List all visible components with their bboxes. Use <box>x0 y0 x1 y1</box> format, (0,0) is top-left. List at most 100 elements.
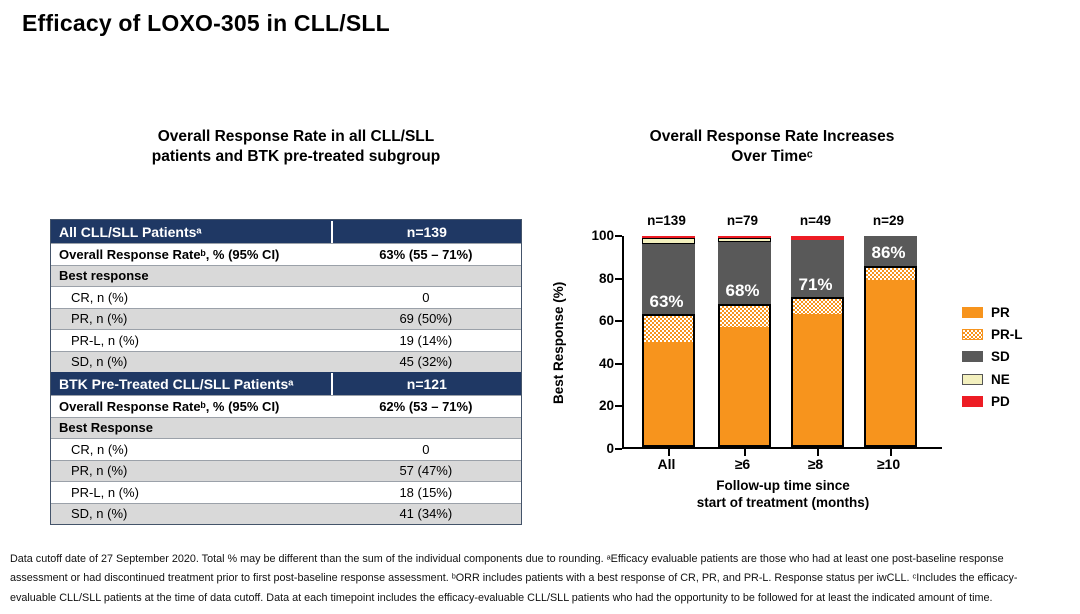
legend-swatch-PR <box>962 306 983 318</box>
table-panel-title-line2: patients and BTK pre-treated subgroup <box>151 147 441 165</box>
bar-≥6 <box>718 236 771 447</box>
legend-label-SD: SD <box>991 349 1010 365</box>
table-row-value: 0 <box>422 289 430 305</box>
chart-legend: PR PR-L SD NE PD <box>962 301 1023 412</box>
table-row-10: CR, n (%) 0 <box>51 438 521 460</box>
y-tick-label-40: 40 <box>598 355 614 371</box>
orr-label-All: 63% <box>649 291 684 311</box>
bar-≥10 <box>864 236 917 447</box>
table-row-value: n=121 <box>330 373 521 395</box>
bar-segment-PR <box>718 326 771 447</box>
table-row-value: 19 (14%) <box>399 332 453 348</box>
bar-segment-PR <box>864 280 917 447</box>
bar-≥8 <box>791 236 844 447</box>
table-row-value: 45 (32%) <box>399 354 453 370</box>
legend-label-NE: NE <box>991 371 1010 387</box>
x-category-label-All: All <box>657 456 676 472</box>
table-row-label: Overall Response Rateᵇ, % (95% CI) <box>59 246 280 262</box>
legend-label-PR: PR <box>991 304 1010 320</box>
response-rate-table: All CLL/SLL Patientsᵃ n=139 Overall Respon… <box>50 219 522 525</box>
legend-item-PR-L: PR-L <box>962 323 1023 345</box>
table-panel-title-line1: Overall Response Rate in all CLL/SLL <box>157 128 435 145</box>
table-row-1: Overall Response Rateᵇ, % (95% CI) 63% (5… <box>51 243 521 265</box>
bar-chart-plot-area <box>615 235 942 456</box>
table-row-0: All CLL/SLL Patientsᵃ n=139 <box>51 220 521 243</box>
bar-segment-SD <box>864 236 917 266</box>
x-category-label-≥8: ≥8 <box>807 456 824 472</box>
table-row-8: Overall Response Rateᵇ, % (95% CI) 62% (5… <box>51 395 521 417</box>
table-row-2: Best response <box>51 264 521 286</box>
x-axis-title-line2: start of treatment (months) <box>696 495 870 510</box>
x-category-label-≥6: ≥6 <box>734 456 751 472</box>
bar-segment-PD <box>642 236 695 239</box>
footnotes: Data cutoff date of 27 September 2020. T… <box>10 550 1074 608</box>
table-row-6: SD, n (%) 45 (32%) <box>51 350 521 372</box>
table-row-label: CR, n (%) <box>71 441 129 457</box>
orr-group-outline <box>718 303 771 447</box>
y-tick-label-80: 80 <box>598 270 614 286</box>
legend-item-PD: PD <box>962 390 1023 412</box>
x-axis-tick-≥10 <box>889 449 892 456</box>
y-tick-label-20: 20 <box>598 398 614 414</box>
x-axis-title: Follow-up time since start of treatment … <box>622 477 944 511</box>
bar-segment-PR <box>642 341 695 447</box>
chart-panel-title-line2: Over Timeᶜ <box>731 147 813 165</box>
legend-swatch-NE <box>962 373 983 385</box>
bar-segment-NE <box>718 238 771 243</box>
table-row-label: PR, n (%) <box>71 311 128 327</box>
table-row-value: 18 (15%) <box>399 484 453 500</box>
table-row-label: SD, n (%) <box>71 506 128 522</box>
footnote-line: evaluable CLL/SLL patients at the time o… <box>10 591 993 604</box>
y-tick-label-0: 0 <box>606 441 614 456</box>
n-label-≥10: n=29 <box>872 213 905 228</box>
legend-item-PR: PR <box>962 301 1023 323</box>
table-row-3: CR, n (%) 0 <box>51 286 521 308</box>
bar-segment-NE <box>642 238 695 245</box>
orr-group-outline <box>642 314 695 447</box>
bar-segment-PR <box>791 314 844 447</box>
table-row-label: Overall Response Rateᵇ, % (95% CI) <box>59 398 280 414</box>
y-tick-label-100: 100 <box>591 228 614 243</box>
y-axis-tick-100 <box>615 235 622 237</box>
table-row-label: Best response <box>59 268 149 284</box>
table-row-label: PR-L, n (%) <box>71 484 139 500</box>
table-row-4: PR, n (%) 69 (50%) <box>51 307 521 329</box>
table-row-value: 0 <box>422 441 430 457</box>
bar-segment-SD <box>642 244 695 315</box>
page-title: Efficacy of LOXO-305 in CLL/SLL <box>22 10 390 36</box>
table-row-label: BTK Pre-Treated CLL/SLL Patientsᵃ <box>59 376 294 392</box>
x-category-label-≥10: ≥10 <box>876 456 901 472</box>
x-axis-tick-≥6 <box>743 449 746 456</box>
y-axis-tick-20 <box>615 405 622 408</box>
table-row-9: Best Response <box>51 416 521 438</box>
table-row-value: n=139 <box>330 221 521 243</box>
bar-segment-SD <box>791 240 844 298</box>
footnote-line: assessment or had discontinued treatment… <box>10 572 1018 585</box>
y-axis-title: Best Response (%) <box>551 281 566 404</box>
legend-swatch-PR-L <box>962 328 983 340</box>
bar-segment-PR-L <box>791 297 844 315</box>
legend-label-PD: PD <box>991 393 1010 409</box>
table-row-label: PR-L, n (%) <box>71 332 139 348</box>
table-row-label: PR, n (%) <box>71 463 128 479</box>
table-row-7: BTK Pre-Treated CLL/SLL Patientsᵃ n=121 <box>51 372 521 395</box>
y-axis-tick-0 <box>615 448 622 450</box>
table-row-value: 62% (53 – 71%) <box>379 398 473 414</box>
chart-panel-title-line1: Overall Response Rate Increases <box>649 128 895 145</box>
orr-label-≥10: 86% <box>871 242 906 262</box>
bar-segment-PR-L <box>864 265 917 281</box>
orr-group-outline <box>864 265 917 447</box>
table-row-value: 69 (50%) <box>399 311 453 327</box>
table-row-11: PR, n (%) 57 (47%) <box>51 459 521 481</box>
x-axis-tick-≥8 <box>816 449 819 456</box>
n-label-≥8: n=49 <box>799 213 832 228</box>
table-row-label: Best Response <box>59 420 153 436</box>
table-row-value: 57 (47%) <box>399 463 453 479</box>
n-label-All: n=139 <box>647 213 686 228</box>
y-axis-tick-40 <box>615 362 622 365</box>
y-axis-tick-60 <box>615 320 622 323</box>
table-row-label: CR, n (%) <box>71 289 129 305</box>
n-label-≥6: n=79 <box>726 213 759 228</box>
table-panel-title: Overall Response Rate in all CLL/SLL pat… <box>60 127 532 166</box>
